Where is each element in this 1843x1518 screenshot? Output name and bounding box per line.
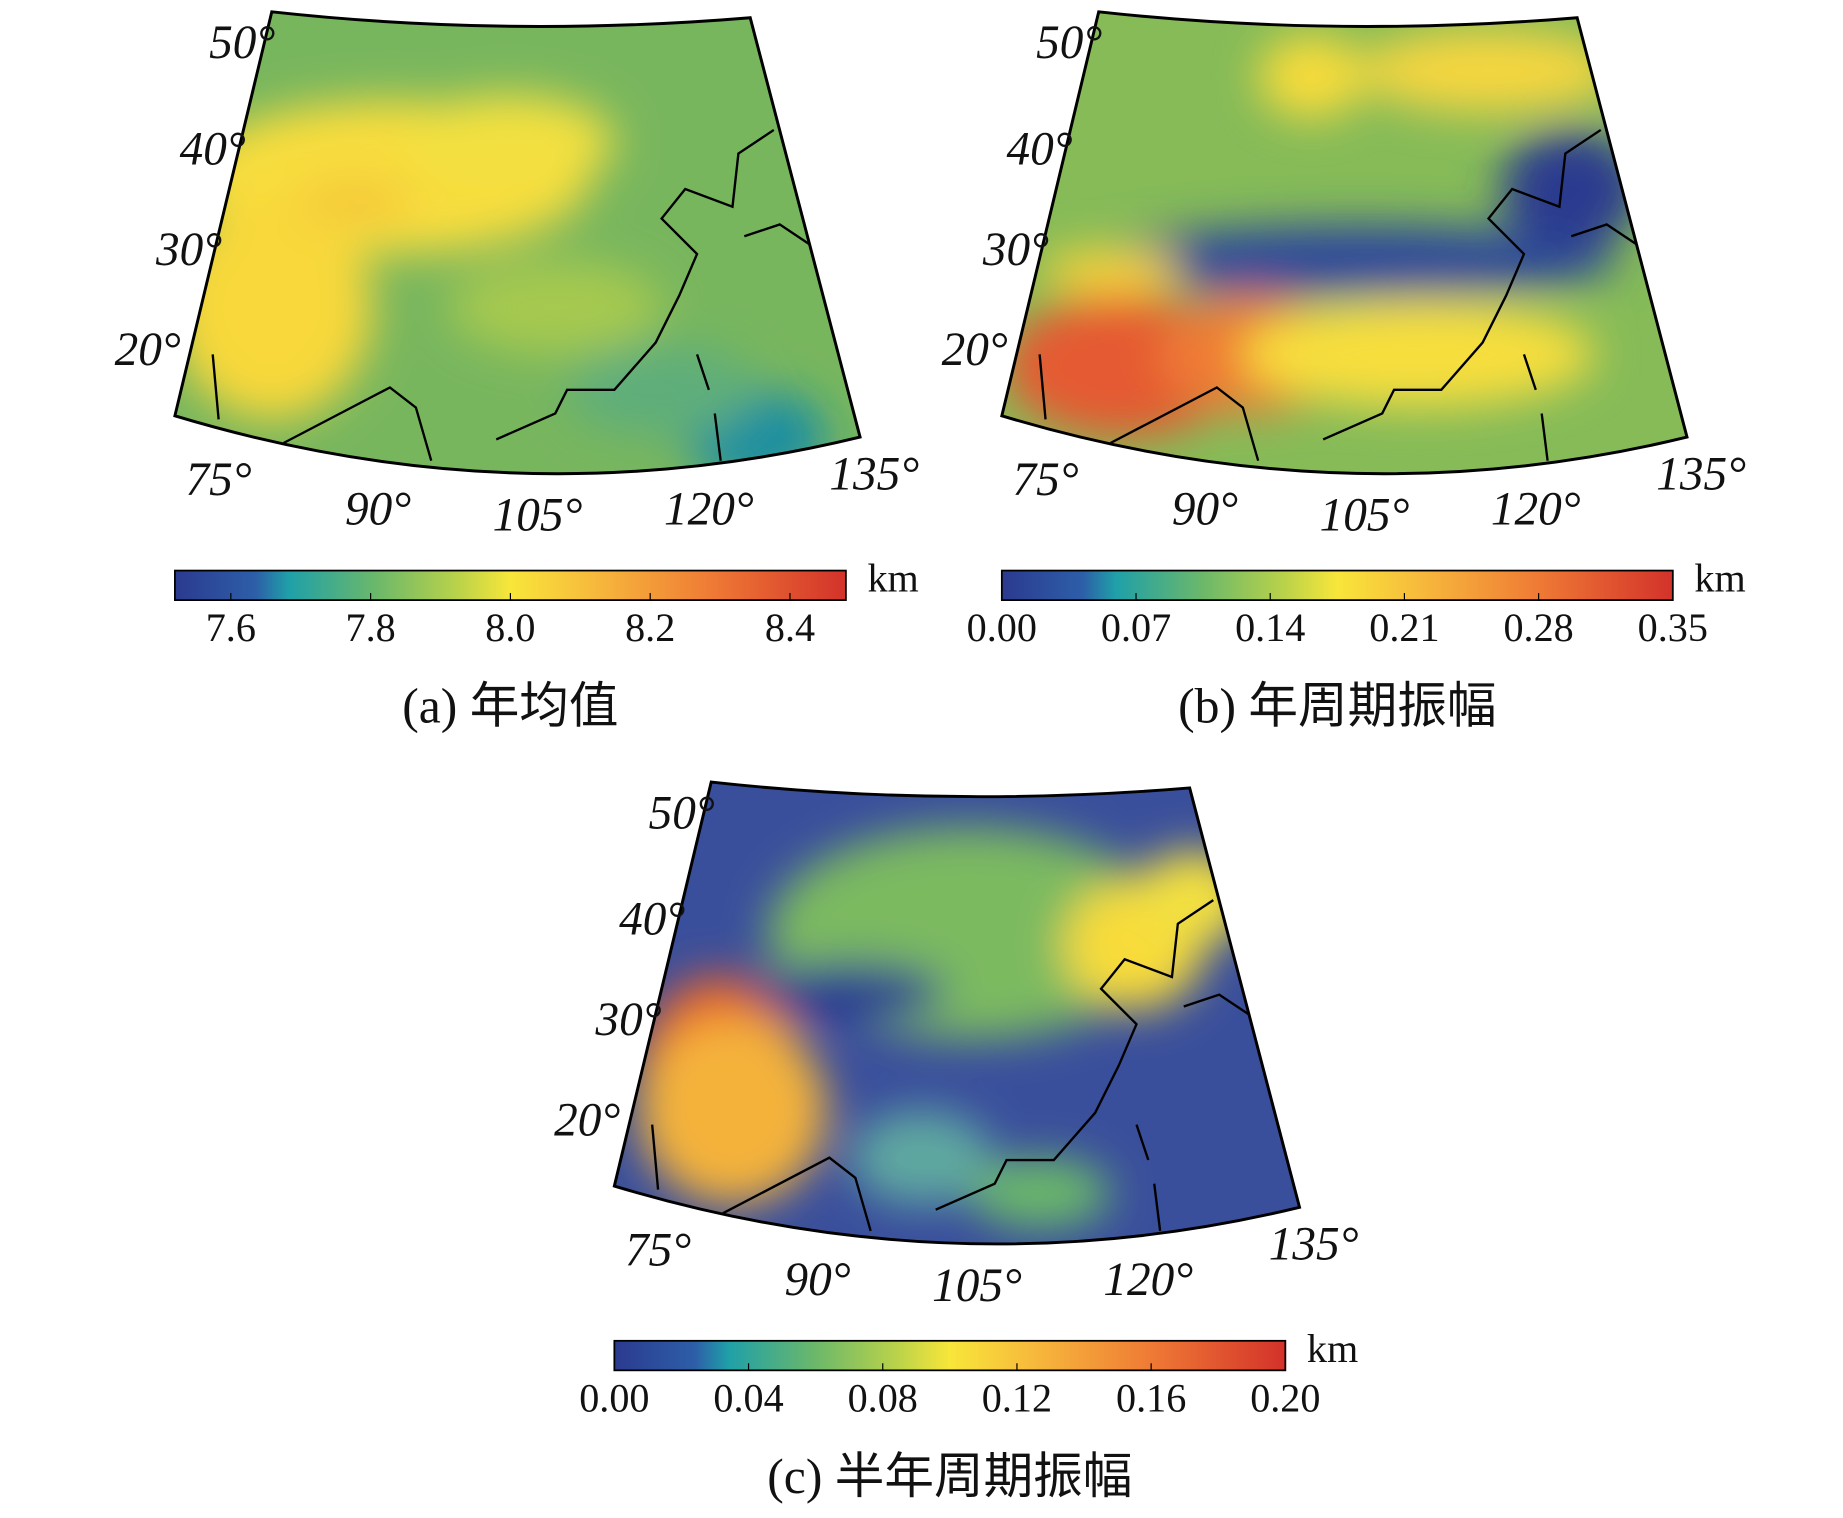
map-field	[614, 782, 1300, 1244]
map-panel: 50° 40° 30° 20° 75° 90° 105° 120° 135° km 0.00 0.07…	[942, 10, 1746, 734]
lon-label: 75°	[1012, 454, 1078, 506]
map-field	[174, 11, 861, 474]
lat-label: 20°	[115, 324, 181, 376]
field-region	[1500, 129, 1643, 249]
coastline	[650, 899, 1256, 1232]
map-panel: 50° 40° 30° 20° 75° 90° 105° 120° 135° km 7.6 7.8 8.…	[115, 10, 919, 734]
field-region	[1134, 850, 1253, 946]
field-region	[1240, 301, 1595, 408]
lat-label: 50°	[1036, 17, 1102, 69]
field-region	[401, 94, 615, 190]
field-region	[1258, 35, 1365, 119]
panel-caption: (a) 年均值	[402, 679, 618, 734]
field-region	[756, 962, 946, 1022]
lon-label: 105°	[932, 1260, 1022, 1312]
colorbar-tick-label: 0.12	[982, 1375, 1052, 1420]
lon-label: 90°	[784, 1254, 850, 1306]
coastline	[1038, 128, 1643, 462]
panel-caption: (b) 年周期振幅	[1178, 679, 1496, 734]
field-region	[1358, 29, 1619, 113]
lon-label: 75°	[625, 1224, 691, 1276]
colorbar-tick-label: 0.04	[713, 1375, 783, 1420]
colorbar-tick-label: 8.4	[765, 605, 815, 650]
lat-label: 20°	[554, 1094, 620, 1146]
colorbar-tick-label: 0.00	[579, 1375, 649, 1420]
lat-label: 40°	[1007, 123, 1073, 175]
lon-label: 75°	[186, 454, 252, 506]
colorbar-tick-label: 0.08	[848, 1375, 918, 1420]
lat-label: 30°	[155, 224, 222, 276]
lat-label: 30°	[982, 224, 1049, 276]
field-blobs	[637, 826, 1253, 1229]
lon-label: 135°	[1269, 1219, 1359, 1271]
colorbar-unit: km	[1307, 1326, 1358, 1371]
colorbar-tick-label: 0.28	[1503, 605, 1573, 650]
colorbar-tick-label: 8.0	[485, 605, 535, 650]
field-region	[850, 1110, 993, 1205]
colorbar-tick-label: 0.00	[967, 605, 1037, 650]
map-frame	[1000, 10, 1689, 476]
lon-label: 120°	[1491, 484, 1581, 536]
map-panel: 50° 40° 30° 20° 75° 90° 105° 120° 135° km 0.00 0.04…	[554, 780, 1359, 1504]
colorbar-tick-label: 7.8	[346, 605, 396, 650]
field-blobs	[1004, 29, 1643, 438]
colorbar-tick-label: 0.35	[1638, 605, 1708, 650]
lat-label: 20°	[942, 324, 1008, 376]
coastline	[211, 128, 816, 462]
colorbar-unit: km	[867, 556, 918, 601]
colorbar-tick-label: 0.16	[1116, 1375, 1186, 1420]
colorbar	[613, 1339, 1287, 1372]
lon-label: 135°	[1656, 448, 1746, 500]
field-region	[448, 259, 662, 355]
colorbar-tick-label: 0.14	[1235, 605, 1305, 650]
lat-label: 50°	[209, 17, 275, 69]
colorbar-tick-label: 8.2	[625, 605, 675, 650]
field-region	[968, 1157, 1111, 1229]
lon-label: 135°	[829, 448, 919, 500]
map-frame	[173, 10, 862, 476]
lon-label: 105°	[1320, 490, 1410, 542]
lat-label: 40°	[619, 894, 685, 946]
field-region	[637, 1015, 827, 1205]
colorbar-tick-label: 0.21	[1369, 605, 1439, 650]
lon-label: 105°	[493, 490, 583, 542]
lon-label: 90°	[345, 484, 411, 536]
colorbar	[1000, 569, 1674, 601]
colorbar-tick-label: 0.20	[1250, 1375, 1320, 1420]
field-region	[295, 177, 414, 225]
map-frame	[612, 780, 1302, 1246]
lon-label: 120°	[664, 484, 754, 536]
field-region	[1039, 248, 1182, 296]
colorbar-tick-label: 7.6	[206, 605, 256, 650]
lon-label: 120°	[1103, 1254, 1193, 1306]
lon-label: 90°	[1172, 484, 1238, 536]
field-region	[174, 194, 373, 420]
field-region	[567, 342, 757, 438]
panel-caption: (c) 半年周期振幅	[767, 1449, 1132, 1504]
map-field	[1001, 11, 1687, 474]
field-region	[1098, 224, 1619, 296]
lat-label: 40°	[180, 123, 246, 175]
colorbar-unit: km	[1694, 556, 1745, 601]
lat-label: 30°	[594, 994, 661, 1046]
colorbar-tick-label: 0.07	[1101, 605, 1171, 650]
lat-label: 50°	[649, 787, 715, 839]
